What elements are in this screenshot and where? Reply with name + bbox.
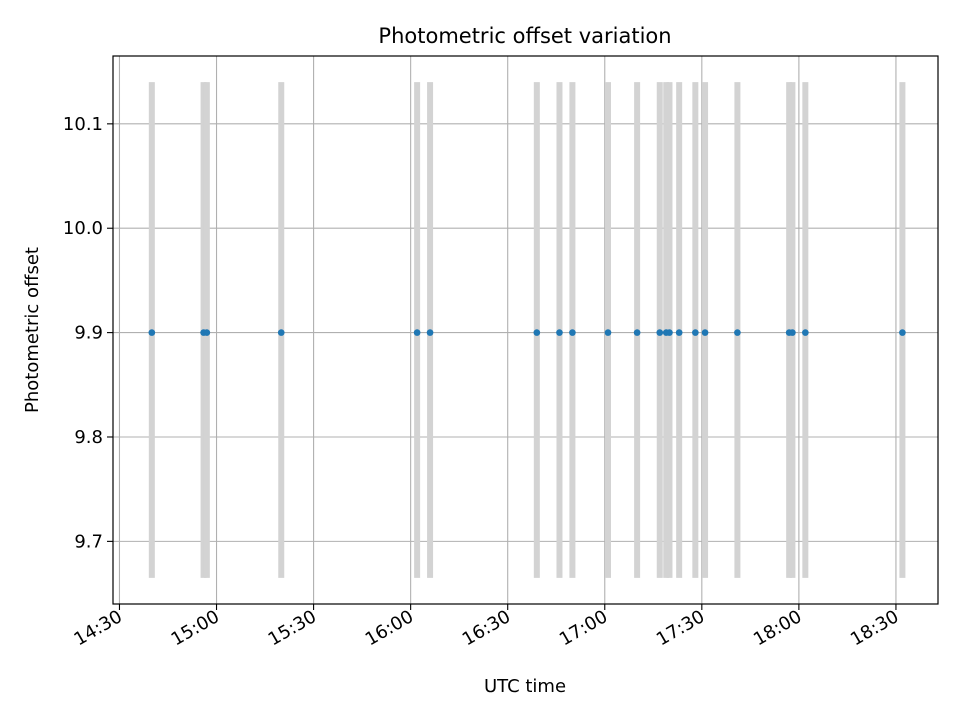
data-point [899, 329, 906, 336]
x-tick-label: 16:30 [459, 606, 514, 650]
x-tick-label: 14:30 [71, 606, 126, 650]
data-point [802, 329, 809, 336]
data-point [203, 329, 211, 336]
x-axis-ticks: 14:30 15:00 15:30 16:00 16:30 17:00 17:30 18:00… [71, 604, 902, 650]
plot-frame [112, 55, 939, 605]
data-point [148, 329, 156, 336]
y-axis-ticks: 9.7 9.8 9.9 10.0 10.1 [63, 114, 113, 552]
y-tick-label: 9.9 [74, 323, 103, 344]
data-point [701, 329, 709, 336]
data-point [656, 329, 664, 336]
data-point [569, 329, 576, 336]
x-tick-label: 15:00 [168, 606, 223, 650]
data-point [277, 329, 285, 336]
data-point [533, 329, 541, 336]
x-tick-label: 16:00 [362, 606, 417, 650]
data-point [734, 329, 741, 336]
y-axis-label: Photometric offset [22, 247, 43, 413]
grid [113, 56, 938, 604]
data-point [426, 329, 434, 336]
x-axis-label: UTC time [484, 676, 566, 697]
y-tick-label: 10.1 [63, 114, 103, 135]
data-point [413, 329, 421, 336]
data-point [604, 329, 612, 336]
data-point [789, 329, 796, 336]
x-tick-label: 15:30 [265, 606, 320, 650]
x-tick-label: 17:00 [556, 606, 611, 650]
data-point [666, 329, 673, 336]
x-tick-label: 18:30 [847, 606, 902, 650]
data-point [633, 329, 641, 336]
y-tick-label: 9.7 [74, 531, 103, 552]
y-tick-label: 10.0 [63, 218, 103, 239]
x-tick-label: 17:30 [653, 606, 708, 650]
y-tick-label: 9.8 [74, 427, 103, 448]
data-points [148, 329, 906, 336]
data-point [692, 329, 699, 336]
data-point [675, 329, 683, 336]
chart-title: Photometric offset variation [378, 24, 671, 48]
data-point [556, 329, 563, 336]
x-tick-label: 18:00 [750, 606, 805, 650]
